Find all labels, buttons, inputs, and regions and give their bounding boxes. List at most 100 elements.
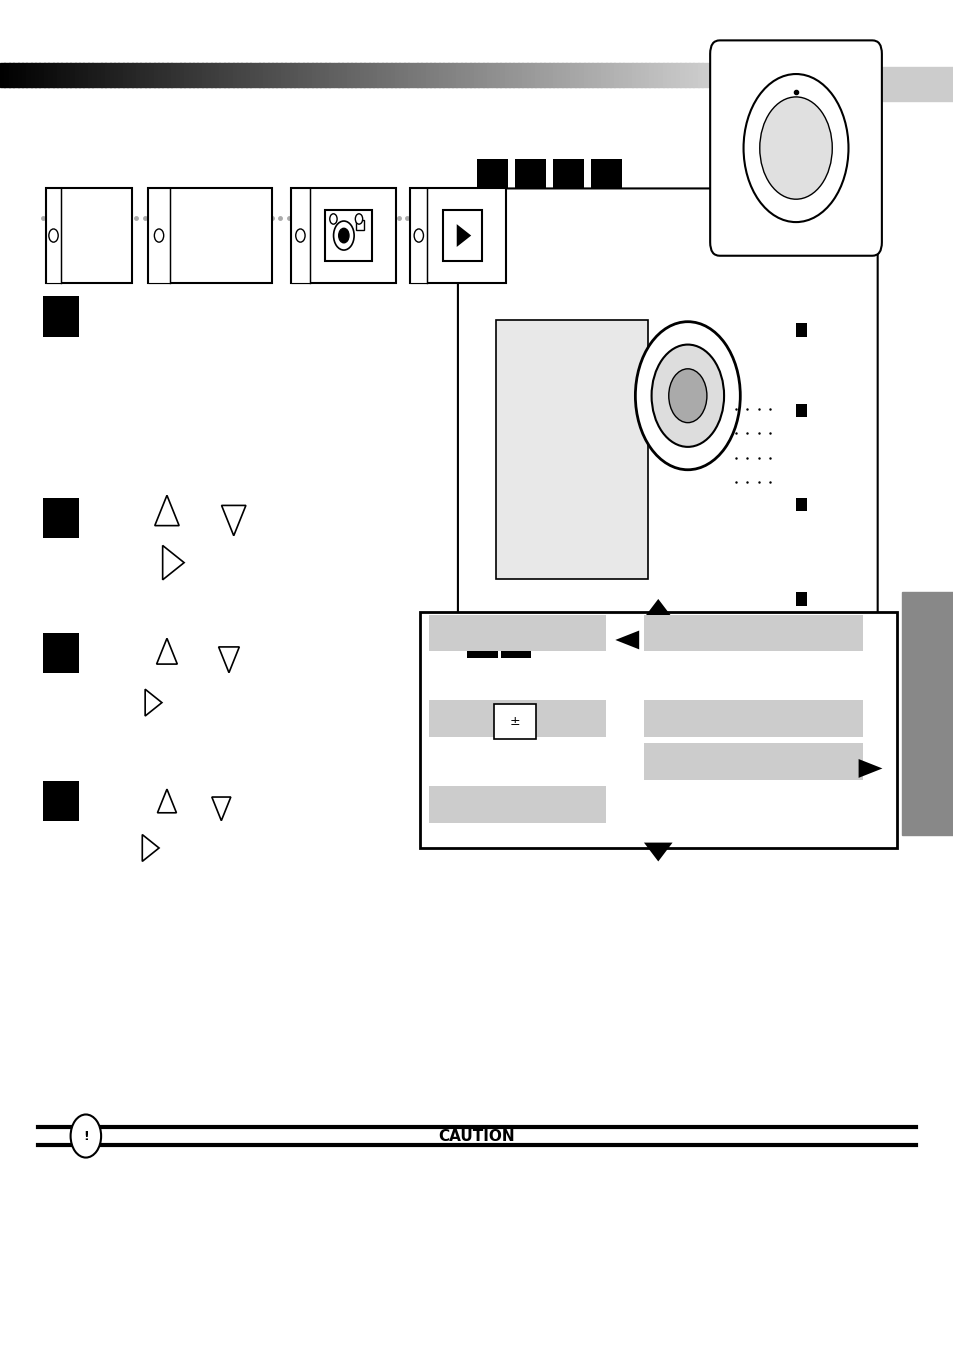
Bar	[0, 63, 6, 87]
Bar	[175, 63, 181, 87]
Bar	[337, 63, 343, 87]
Polygon shape	[858, 759, 882, 778]
Bar	[806, 63, 812, 87]
Bar	[329, 63, 335, 87]
Circle shape	[355, 214, 362, 225]
Bar	[197, 63, 203, 87]
Polygon shape	[154, 495, 179, 525]
Bar	[565, 63, 571, 87]
Bar	[504, 63, 510, 87]
Bar	[609, 63, 615, 87]
Bar	[307, 63, 313, 87]
Bar	[419, 612, 896, 848]
Bar	[74, 63, 80, 87]
Polygon shape	[212, 797, 231, 821]
Polygon shape	[218, 647, 239, 673]
Bar	[324, 63, 330, 87]
Bar	[96, 63, 102, 87]
Bar	[543, 63, 549, 87]
Bar	[145, 63, 150, 87]
Bar	[583, 63, 588, 87]
Bar	[570, 63, 576, 87]
Bar	[658, 63, 663, 87]
Bar	[482, 63, 488, 87]
Bar	[206, 63, 212, 87]
Bar	[52, 63, 58, 87]
Circle shape	[668, 369, 706, 423]
Bar	[88, 63, 93, 87]
Text: !: !	[83, 1129, 89, 1143]
Bar	[136, 63, 141, 87]
Circle shape	[71, 1114, 101, 1158]
Bar	[737, 63, 741, 87]
Bar	[795, 323, 806, 336]
Bar	[416, 63, 422, 87]
Bar	[246, 63, 251, 87]
Bar	[767, 63, 773, 87]
Bar	[631, 63, 637, 87]
Bar	[148, 188, 170, 283]
Bar	[351, 63, 356, 87]
Bar	[312, 63, 316, 87]
Bar	[162, 63, 168, 87]
Bar	[114, 63, 119, 87]
Bar	[715, 63, 720, 87]
Bar	[653, 63, 659, 87]
Bar	[430, 63, 435, 87]
Bar	[855, 63, 861, 87]
Bar	[268, 63, 273, 87]
Circle shape	[635, 322, 740, 470]
Bar	[772, 63, 777, 87]
Bar	[679, 63, 685, 87]
Bar	[811, 63, 817, 87]
Polygon shape	[156, 638, 177, 664]
Bar	[469, 63, 475, 87]
Bar	[258, 63, 264, 87]
Bar	[35, 63, 40, 87]
Bar	[710, 63, 716, 87]
Polygon shape	[145, 689, 162, 716]
Bar	[442, 210, 481, 261]
Bar	[280, 63, 286, 87]
Bar	[9, 63, 14, 87]
Bar	[118, 63, 124, 87]
Bar	[425, 63, 431, 87]
Bar	[644, 63, 650, 87]
Bar	[460, 63, 466, 87]
Bar	[701, 63, 707, 87]
Bar	[798, 63, 803, 87]
Circle shape	[295, 229, 305, 242]
Bar	[535, 63, 540, 87]
Bar	[833, 63, 839, 87]
Bar	[640, 63, 645, 87]
Bar	[622, 63, 628, 87]
Bar	[224, 63, 229, 87]
Bar	[233, 63, 237, 87]
Bar	[17, 63, 23, 87]
Bar	[346, 63, 352, 87]
Bar	[740, 63, 746, 87]
Circle shape	[651, 345, 723, 447]
Bar	[254, 63, 259, 87]
Bar	[452, 63, 456, 87]
Bar	[776, 63, 781, 87]
Bar	[795, 592, 806, 606]
Bar	[27, 63, 31, 87]
Bar	[438, 63, 444, 87]
Bar	[364, 63, 369, 87]
Bar	[476, 159, 507, 188]
Bar	[491, 63, 497, 87]
Bar	[666, 63, 672, 87]
Bar	[399, 63, 404, 87]
Bar	[784, 63, 790, 87]
Bar	[723, 63, 729, 87]
Bar	[5, 63, 10, 87]
Bar	[500, 639, 531, 666]
Bar	[49, 63, 53, 87]
Bar	[728, 63, 733, 87]
Bar	[592, 63, 598, 87]
Bar	[627, 63, 632, 87]
Bar	[618, 63, 623, 87]
Bar	[410, 188, 505, 283]
Bar	[820, 63, 825, 87]
